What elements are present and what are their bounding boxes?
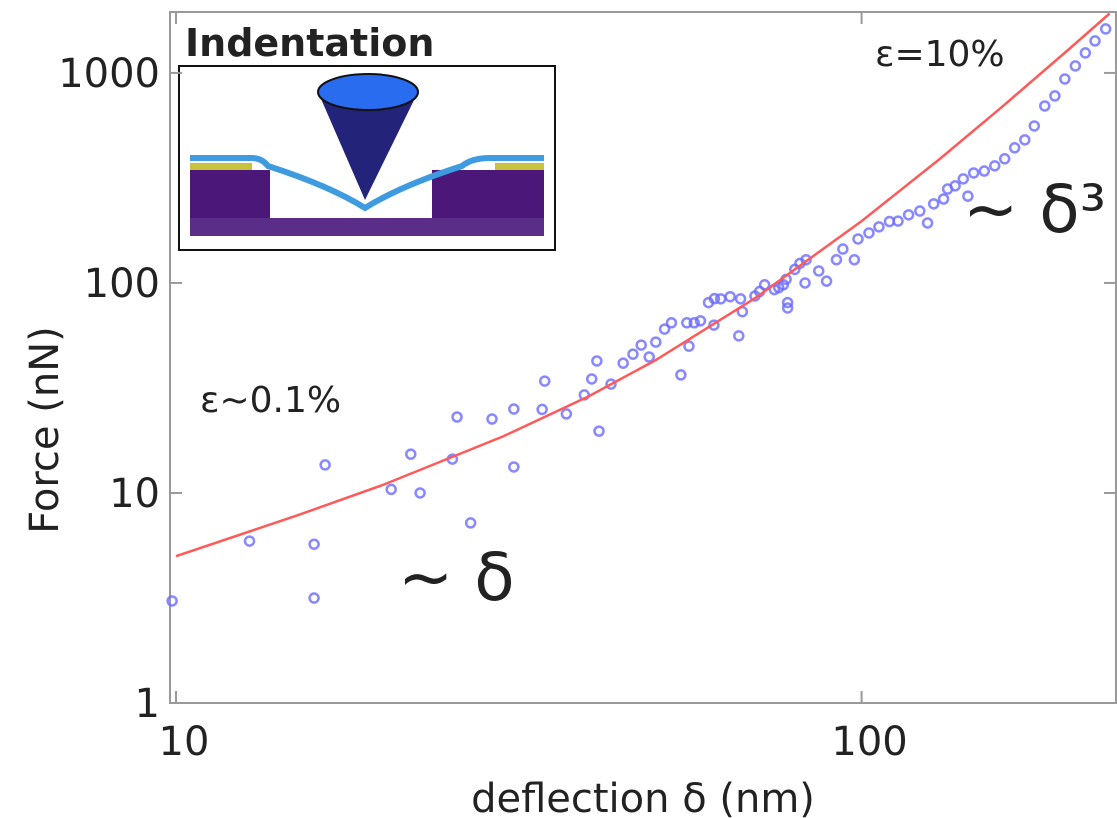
- substrate: [190, 170, 270, 218]
- data-point: [967, 167, 980, 179]
- data-point: [708, 319, 720, 331]
- annotation: ~ δ: [398, 539, 515, 616]
- data-point: [892, 215, 904, 227]
- data-point: [635, 339, 647, 351]
- data-point: [957, 173, 970, 185]
- data-point: [605, 378, 617, 390]
- y-tick-label: 100: [84, 261, 160, 307]
- data-point: [627, 348, 639, 360]
- x-tick-label: 100: [831, 719, 907, 765]
- data-point: [1049, 90, 1061, 102]
- data-point: [1099, 23, 1112, 35]
- data-point: [799, 277, 811, 289]
- data-point: [758, 279, 771, 291]
- data-point: [385, 483, 397, 496]
- electrode: [495, 163, 544, 170]
- data-point: [683, 340, 695, 352]
- data-point: [1008, 142, 1021, 154]
- data-point: [937, 193, 950, 205]
- data-point: [405, 448, 417, 460]
- y-axis-title: Force (nN): [22, 326, 68, 533]
- annotation: ~ δ³: [963, 171, 1106, 248]
- data-point: [675, 369, 687, 381]
- data-point: [665, 317, 678, 329]
- data-point: [1019, 134, 1031, 146]
- data-point: [593, 425, 605, 437]
- substrate: [190, 218, 544, 236]
- data-point: [914, 205, 926, 217]
- membrane: [190, 155, 544, 212]
- data-point: [243, 535, 256, 547]
- data-point: [813, 265, 825, 277]
- data-point: [962, 190, 974, 202]
- data-point: [1089, 35, 1101, 47]
- data-point: [1079, 47, 1092, 59]
- fit-line: [175, 12, 1111, 558]
- data-point: [643, 351, 655, 363]
- data-point: [1069, 60, 1082, 72]
- data-point: [694, 315, 707, 327]
- electrode: [190, 163, 252, 170]
- data-point: [688, 317, 700, 329]
- data-point: [998, 153, 1011, 165]
- data-point: [873, 221, 885, 233]
- inset-title: Indentation: [185, 21, 434, 65]
- data-point: [1039, 100, 1051, 112]
- y-tick-label: 1: [135, 681, 160, 727]
- data-point: [852, 233, 864, 245]
- data-point: [536, 403, 548, 416]
- data-point: [451, 411, 463, 423]
- data-point: [820, 275, 833, 287]
- data-point: [538, 375, 551, 387]
- marks: [166, 12, 1112, 607]
- data-point: [837, 243, 849, 255]
- inset: [178, 65, 556, 251]
- data-point: [308, 592, 320, 604]
- data-point: [830, 253, 843, 266]
- data-point: [585, 373, 598, 385]
- tip: [318, 92, 418, 200]
- data-point: [658, 323, 671, 335]
- data-point: [863, 227, 875, 239]
- data-point: [781, 296, 794, 309]
- data-point: [560, 408, 573, 420]
- data-point: [508, 461, 520, 473]
- data-point: [927, 198, 940, 210]
- data-point: [1059, 73, 1071, 85]
- annotation: ε=10%: [875, 34, 1005, 75]
- data-point: [617, 357, 629, 369]
- data-point: [733, 330, 745, 342]
- tip-top: [317, 73, 419, 111]
- y-tick-label: 1000: [58, 51, 160, 97]
- data-point: [902, 209, 915, 221]
- annotation: ε~0.1%: [200, 380, 341, 421]
- data-point: [319, 459, 331, 471]
- y-tick-label: 10: [109, 471, 160, 517]
- data-point: [781, 302, 794, 314]
- data-point: [978, 165, 991, 177]
- data-point: [724, 290, 736, 303]
- data-point: [486, 413, 498, 425]
- x-axis-title: deflection δ (nm): [471, 776, 815, 818]
- substrate: [432, 170, 544, 218]
- data-point: [708, 292, 721, 305]
- data-point: [508, 403, 520, 415]
- data-point: [681, 317, 693, 329]
- data-point: [464, 517, 477, 529]
- data-point: [949, 180, 961, 192]
- data-point: [166, 595, 178, 607]
- data-point: [1028, 120, 1041, 132]
- data-point: [650, 336, 662, 348]
- x-tick-label: 10: [159, 719, 210, 765]
- data-point: [308, 538, 320, 550]
- data-point: [591, 355, 603, 367]
- data-point: [414, 487, 426, 499]
- data-point: [734, 293, 747, 305]
- data-point: [921, 217, 934, 229]
- data-point: [848, 253, 861, 266]
- data-point: [800, 253, 812, 266]
- data-point: [989, 160, 1001, 172]
